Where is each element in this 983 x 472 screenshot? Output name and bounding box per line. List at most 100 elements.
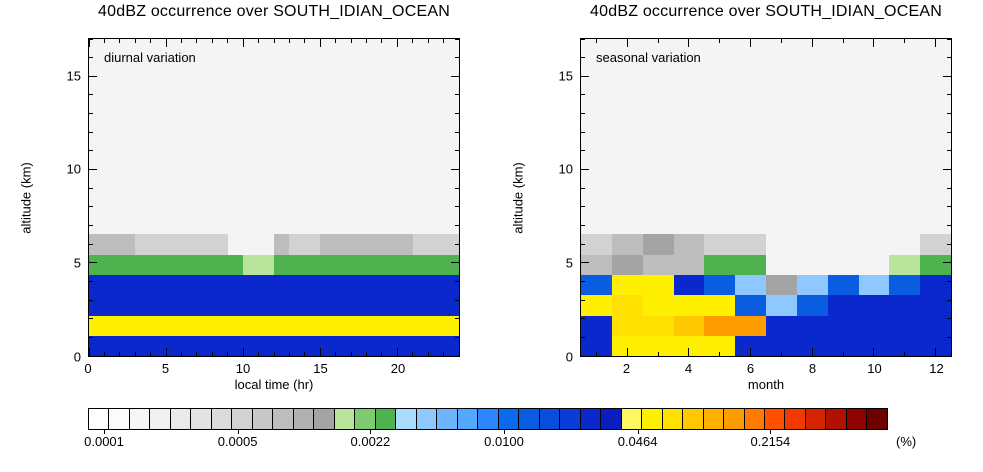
heatmap-cell bbox=[304, 254, 321, 276]
axis-tick bbox=[458, 39, 459, 43]
heatmap-cell bbox=[89, 274, 105, 296]
axis-tick bbox=[211, 39, 213, 43]
heatmap-cell bbox=[381, 274, 398, 296]
axis-tick bbox=[150, 352, 152, 356]
axis-tick bbox=[89, 57, 93, 59]
heatmap-cell bbox=[212, 294, 229, 316]
colorbar-cell bbox=[232, 409, 253, 429]
heatmap-cell bbox=[258, 234, 275, 255]
axis-tick bbox=[873, 39, 875, 47]
colorbar-cell bbox=[826, 409, 847, 429]
axis-tick bbox=[873, 348, 875, 356]
axis-tick bbox=[947, 187, 951, 189]
heatmap-cell bbox=[611, 254, 644, 276]
heatmap-cell bbox=[166, 274, 182, 296]
heatmap-cell bbox=[366, 335, 383, 356]
axis-tick bbox=[304, 39, 306, 43]
axis-tick bbox=[581, 187, 585, 189]
heatmap-cell bbox=[735, 335, 767, 356]
axis-tick bbox=[134, 352, 136, 356]
colorbar-cell bbox=[805, 409, 827, 429]
heatmap-cell bbox=[766, 274, 798, 296]
heatmap-cell bbox=[920, 254, 951, 276]
heatmap-cell bbox=[397, 254, 414, 276]
heatmap-cell bbox=[366, 254, 383, 276]
axis-tick bbox=[89, 131, 93, 133]
heatmap-cell bbox=[412, 335, 429, 356]
colorbar-cell bbox=[662, 409, 684, 429]
heatmap-cell bbox=[135, 294, 152, 316]
axis-tick bbox=[811, 39, 813, 47]
heatmap-cell bbox=[581, 335, 613, 356]
heatmap-cell bbox=[212, 315, 229, 336]
x-tick-label: 8 bbox=[808, 361, 817, 376]
axis-tick bbox=[947, 113, 951, 115]
axis-tick bbox=[581, 299, 585, 301]
heatmap-cell bbox=[397, 315, 414, 336]
axis-tick bbox=[150, 39, 152, 43]
colorbar-cell bbox=[170, 409, 192, 429]
heatmap-cell bbox=[920, 315, 951, 336]
axis-tick bbox=[581, 94, 585, 96]
axis-tick bbox=[947, 336, 951, 338]
heatmap-cell bbox=[212, 274, 229, 296]
axis-tick bbox=[581, 169, 589, 171]
heatmap-cell bbox=[381, 315, 398, 336]
heatmap-cell bbox=[351, 274, 367, 296]
axis-tick bbox=[396, 39, 398, 47]
heatmap-cell bbox=[196, 315, 213, 336]
axis-tick bbox=[89, 299, 93, 301]
colorbar-tick-label: 0.0001 bbox=[84, 434, 124, 449]
axis-tick bbox=[581, 57, 585, 59]
heatmap-cell bbox=[642, 274, 674, 296]
heatmap-cell bbox=[412, 315, 429, 336]
heatmap-cell bbox=[89, 294, 105, 316]
heatmap-cell bbox=[166, 234, 182, 255]
heatmap-plot-area-seasonal: seasonal variation bbox=[580, 38, 952, 357]
axis-tick bbox=[258, 352, 260, 356]
heatmap-cell bbox=[889, 234, 921, 255]
colorbar-cell bbox=[498, 409, 520, 429]
axis-tick bbox=[455, 206, 459, 208]
heatmap-cell bbox=[673, 274, 705, 296]
heatmap-cell bbox=[227, 335, 244, 356]
heatmap-cell bbox=[920, 234, 951, 255]
y-tick-label: 0 bbox=[565, 349, 573, 365]
heatmap-cell bbox=[196, 294, 213, 316]
colorbar-cell bbox=[334, 409, 356, 429]
heatmap-cell bbox=[611, 274, 644, 296]
x-tick-label: 4 bbox=[684, 361, 693, 376]
heatmap-cell bbox=[443, 294, 459, 316]
axis-tick bbox=[581, 39, 585, 40]
axis-tick bbox=[89, 355, 97, 356]
axis-tick bbox=[947, 57, 951, 59]
y-tick-label: 15 bbox=[558, 68, 573, 84]
axis-tick bbox=[657, 39, 659, 43]
heatmap-cell bbox=[581, 315, 613, 336]
colorbar-cell bbox=[621, 409, 643, 429]
heatmap-cell bbox=[858, 234, 890, 255]
heatmap-cell bbox=[796, 254, 829, 276]
colorbar-cell bbox=[478, 409, 499, 429]
heatmap-cell bbox=[796, 234, 829, 255]
heatmap-cell bbox=[274, 294, 290, 316]
heatmap-cell bbox=[704, 335, 736, 356]
axis-tick bbox=[258, 39, 260, 43]
heatmap-cell bbox=[289, 294, 306, 316]
axis-tick bbox=[396, 348, 398, 356]
heatmap-cell bbox=[397, 234, 414, 255]
axis-tick bbox=[227, 352, 229, 356]
heatmap-cell bbox=[212, 234, 229, 255]
heatmap-cell bbox=[381, 335, 398, 356]
heatmap-cell bbox=[135, 274, 152, 296]
heatmap-cell bbox=[704, 274, 736, 296]
colorbar-tick bbox=[104, 430, 105, 434]
heatmap-cell bbox=[673, 234, 705, 255]
heatmap-cell bbox=[766, 335, 798, 356]
axis-tick bbox=[811, 348, 813, 356]
heatmap-cell bbox=[135, 254, 152, 276]
axis-tick bbox=[455, 336, 459, 338]
axis-tick bbox=[273, 39, 275, 43]
heatmap-cell bbox=[412, 294, 429, 316]
x-tick-label: 10 bbox=[235, 361, 251, 376]
